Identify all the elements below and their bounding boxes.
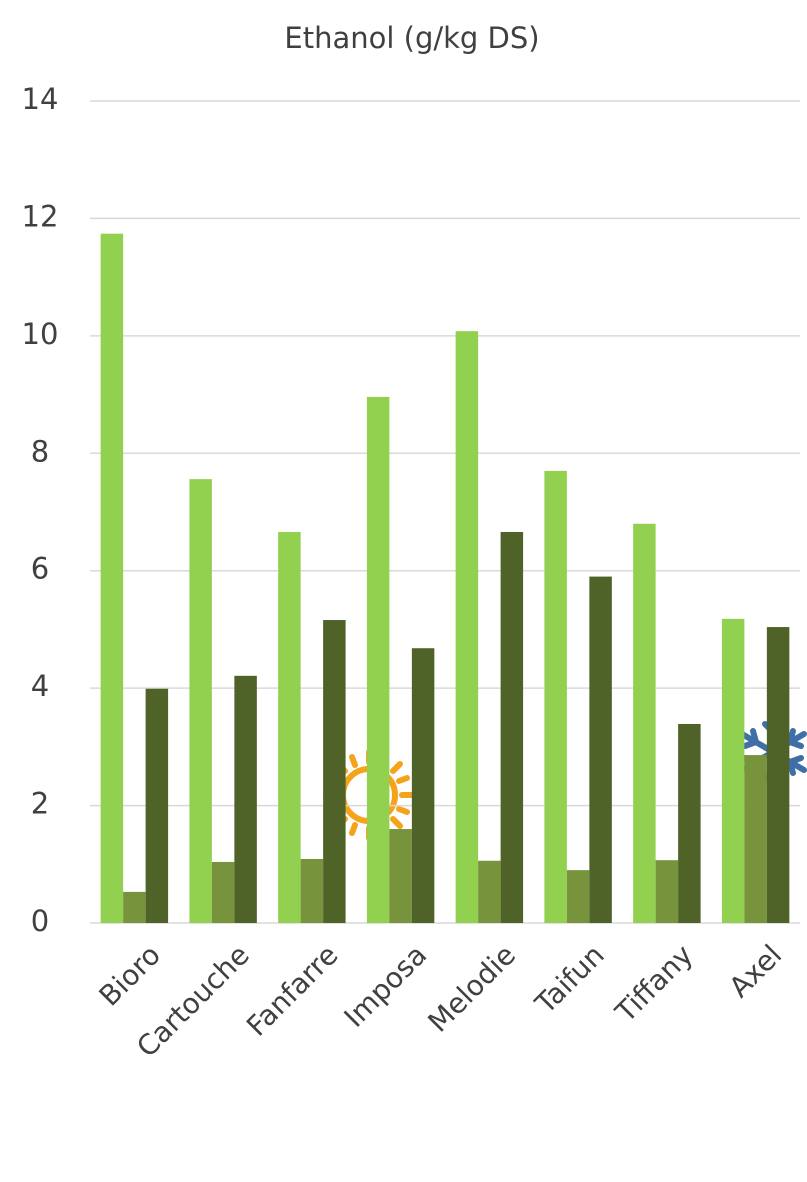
bar <box>100 233 124 924</box>
bar <box>366 396 390 923</box>
x-tick-label: Tiffany <box>608 938 699 1029</box>
bar <box>323 620 346 923</box>
bar <box>721 618 745 923</box>
bar <box>211 861 235 923</box>
bar <box>566 870 590 923</box>
y-tick-label: 2 <box>31 787 49 821</box>
y-tick-label: 10 <box>22 317 59 351</box>
bar <box>123 891 146 923</box>
bar <box>145 688 169 923</box>
x-tick-label: Imposa <box>338 938 434 1034</box>
bar <box>544 470 567 923</box>
bar <box>744 755 767 923</box>
y-tick-label: 6 <box>31 552 49 586</box>
x-tick-label: Bioro <box>93 938 167 1012</box>
bar <box>478 860 501 923</box>
bar <box>411 648 435 923</box>
x-tick-label: Taifun <box>528 938 611 1021</box>
bar <box>766 627 790 923</box>
x-tick-label: Melodie <box>422 938 522 1038</box>
bar <box>655 860 679 923</box>
bar <box>389 829 412 923</box>
y-tick-label: 8 <box>31 434 49 468</box>
bar <box>455 331 479 923</box>
bar <box>234 675 257 923</box>
bar <box>189 479 212 923</box>
y-tick-label: 12 <box>22 199 59 233</box>
bar <box>500 531 524 923</box>
bar <box>300 859 324 923</box>
x-tick-label: Fanfarre <box>240 938 344 1042</box>
y-tick-label: 14 <box>22 82 59 116</box>
bar <box>678 723 701 923</box>
bar <box>633 523 656 923</box>
bar <box>589 576 612 923</box>
x-tick-label: Axel <box>723 938 789 1004</box>
y-tick-label: 0 <box>31 904 49 938</box>
chart-title: Ethanol (g/kg DS) <box>284 21 539 55</box>
bar <box>278 531 301 923</box>
y-tick-label: 4 <box>31 669 49 703</box>
